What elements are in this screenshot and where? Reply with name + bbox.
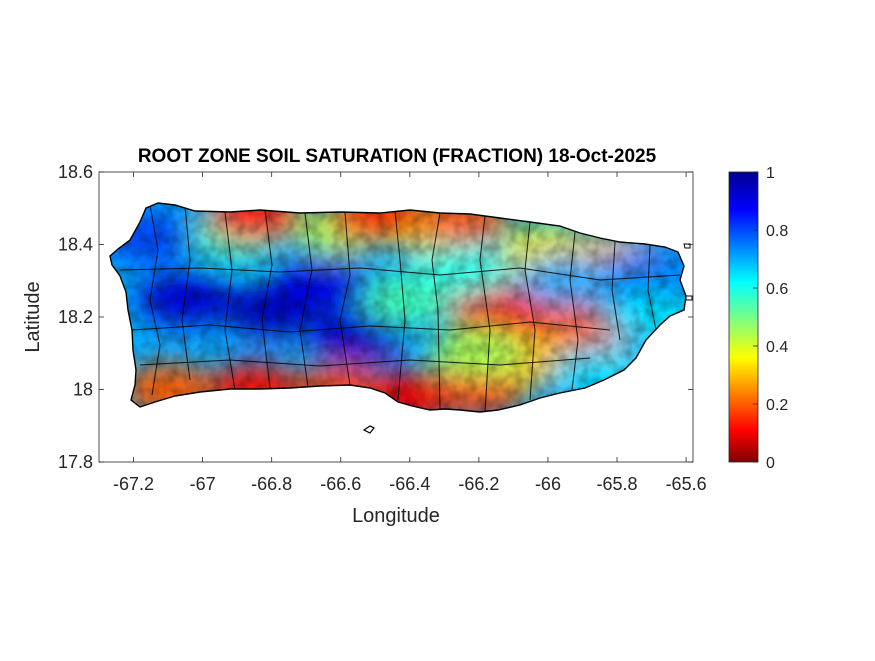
- municipality-line: [181, 205, 191, 381]
- municipality-line: [431, 212, 441, 410]
- municipality-boundaries: [119, 204, 681, 412]
- municipality-line: [479, 215, 491, 412]
- colorbar-tick-label: 0.6: [766, 281, 788, 298]
- municipality-line: [524, 221, 536, 401]
- municipality-line: [139, 357, 591, 367]
- islet: [685, 295, 693, 301]
- x-tick-label: -65.8: [597, 474, 638, 494]
- x-tick-label: -66.4: [389, 474, 430, 494]
- municipality-line: [149, 204, 161, 396]
- municipality-line: [394, 210, 406, 401]
- y-tick-label: 18: [73, 380, 93, 400]
- colorbar: [728, 171, 759, 463]
- x-axis-ticks: -67.2 -67 -66.8 -66.6 -66.4 -66.2 -66 -65.8 -65.…: [113, 172, 707, 494]
- colorbar-tick-label: 0.2: [766, 397, 788, 414]
- island-outline: [109, 202, 687, 413]
- colorbar-ticks: 1 0.8 0.6 0.4 0.2 0: [753, 165, 788, 472]
- y-axis-ticks: 18.6 18.4 18.2 18 17.8: [58, 162, 693, 472]
- y-axis-label: Latitude: [22, 281, 44, 352]
- municipality-line: [261, 209, 273, 389]
- municipality-line: [131, 321, 611, 333]
- y-tick-label: 17.8: [58, 452, 93, 472]
- x-tick-label: -66.6: [320, 474, 361, 494]
- municipality-line: [611, 241, 621, 341]
- colorbar-tick-label: 0.4: [766, 339, 788, 356]
- x-tick-label: -66.2: [458, 474, 499, 494]
- colorbar-tick-label: 0.8: [766, 223, 788, 240]
- islet: [362, 425, 375, 434]
- municipality-line: [569, 231, 579, 391]
- colorbar-tick-label: 1: [766, 165, 775, 182]
- municipality-line: [119, 267, 681, 281]
- x-tick-label: -66.8: [251, 474, 292, 494]
- x-tick-label: -67: [190, 474, 216, 494]
- saturation-map: [109, 202, 693, 434]
- x-tick-label: -65.6: [666, 474, 707, 494]
- y-tick-label: 18.2: [58, 307, 93, 327]
- municipality-line: [299, 212, 313, 388]
- colorbar-tick-label: 0: [766, 455, 775, 472]
- islet: [683, 243, 691, 249]
- y-tick-label: 18.4: [58, 235, 93, 255]
- map-title: ROOT ZONE SOIL SATURATION (FRACTION) 18-…: [138, 146, 657, 167]
- y-tick-label: 18.6: [58, 162, 93, 182]
- x-axis-label: Longitude: [352, 505, 440, 527]
- x-tick-label: -67.2: [113, 474, 154, 494]
- x-tick-label: -66: [535, 474, 561, 494]
- municipality-line: [339, 211, 351, 386]
- municipality-line: [647, 245, 657, 331]
